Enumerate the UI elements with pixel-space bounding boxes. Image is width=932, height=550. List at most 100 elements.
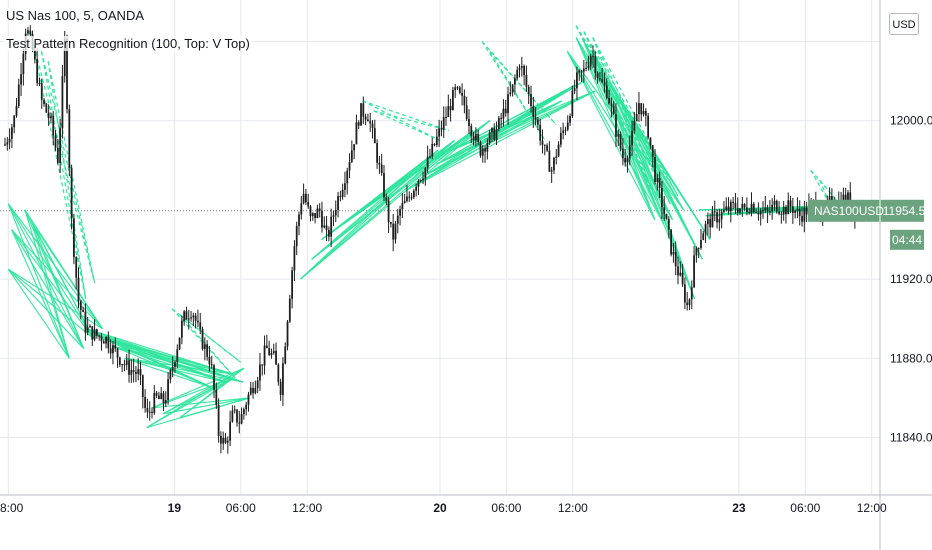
candle-body xyxy=(268,348,271,356)
candle-body xyxy=(663,207,666,215)
candle-body xyxy=(608,98,610,104)
candle-body xyxy=(406,196,408,202)
candle-body xyxy=(686,302,689,306)
candle-body xyxy=(534,116,537,120)
pattern-line xyxy=(436,100,563,165)
pattern-line xyxy=(32,223,103,329)
candle-body xyxy=(325,225,328,231)
candle-body xyxy=(357,122,360,126)
pattern-line-dashed xyxy=(362,100,450,132)
pattern-line xyxy=(592,51,656,220)
candle-body xyxy=(164,400,167,404)
candle-body xyxy=(463,95,466,106)
candle-body xyxy=(759,210,762,215)
pattern-line xyxy=(113,345,244,383)
candle-body xyxy=(73,218,75,258)
candle-body xyxy=(408,196,411,198)
candle-body xyxy=(270,352,273,356)
candle-body xyxy=(727,206,730,212)
candle-body xyxy=(256,380,259,388)
candle-body xyxy=(624,158,627,163)
candle-body xyxy=(341,189,344,197)
pattern-line xyxy=(7,268,70,359)
candle-body xyxy=(162,393,165,404)
candle-body xyxy=(167,379,169,401)
pattern-line-dashed xyxy=(481,41,546,141)
candle-body xyxy=(612,106,615,115)
candle-body xyxy=(594,56,597,74)
candle-body xyxy=(569,115,571,123)
candle-body xyxy=(157,395,160,399)
candle-body xyxy=(504,108,507,114)
candle-body xyxy=(137,369,140,374)
candle-body xyxy=(282,363,284,395)
candle-body xyxy=(844,194,847,201)
pattern-line xyxy=(8,268,103,330)
candle-body xyxy=(438,128,441,137)
candle-body xyxy=(15,106,18,116)
candle-body xyxy=(626,158,629,163)
candle-body xyxy=(576,72,578,89)
candle-body xyxy=(383,173,385,198)
pattern-line xyxy=(436,90,596,165)
candle-body xyxy=(371,123,374,129)
pattern-line-dashed xyxy=(810,169,837,201)
candle-body xyxy=(190,317,192,319)
candle-body xyxy=(773,200,776,205)
candle-body xyxy=(442,117,445,130)
pattern-line xyxy=(24,209,70,359)
candle-body xyxy=(206,344,209,357)
candle-body xyxy=(132,370,135,372)
candle-body xyxy=(757,212,760,215)
candle-body xyxy=(658,178,661,189)
candle-body xyxy=(564,129,567,131)
candle-body xyxy=(518,67,521,70)
candle-body xyxy=(798,208,801,217)
candle-body xyxy=(573,88,576,91)
pattern-line-dashed xyxy=(592,37,679,197)
pattern-line xyxy=(32,223,85,349)
pattern-line-dashed xyxy=(489,51,546,141)
candle-body xyxy=(112,345,114,354)
candle-body xyxy=(6,142,9,145)
candle-body xyxy=(286,321,289,347)
candle-body xyxy=(601,79,604,83)
candle-body xyxy=(192,315,195,318)
candle-body xyxy=(86,327,89,333)
candle-body xyxy=(764,207,767,211)
candle-body xyxy=(536,119,539,125)
candle-body xyxy=(105,337,107,344)
candle-body xyxy=(128,360,130,375)
candle-body xyxy=(433,144,436,146)
currency-button[interactable]: USD xyxy=(889,13,919,35)
pattern-line xyxy=(627,110,703,260)
candle-body xyxy=(318,208,321,212)
pattern-line-dashed xyxy=(179,314,242,363)
pattern-line xyxy=(124,357,214,389)
candle-body xyxy=(130,370,133,375)
candle-body xyxy=(151,411,153,413)
y-tick-label: 12000.0 xyxy=(890,114,932,128)
indicator-title: Test Pattern Recognition (100, Top: V To… xyxy=(4,36,252,51)
candle-body xyxy=(426,156,429,168)
candle-body xyxy=(617,134,620,137)
candle-body xyxy=(229,421,231,441)
candle-body xyxy=(801,216,803,222)
candle-body xyxy=(295,225,298,247)
candle-body xyxy=(762,210,764,212)
candle-body xyxy=(667,219,670,230)
candle-body xyxy=(805,207,808,215)
candle-body xyxy=(511,84,514,93)
candle-body xyxy=(488,132,491,144)
pattern-line xyxy=(152,397,250,409)
pattern-line-dashed xyxy=(29,31,96,284)
pattern-line-dashed xyxy=(575,25,657,201)
candle-body xyxy=(360,103,362,126)
candle-body xyxy=(54,135,57,148)
candle-body xyxy=(431,144,434,157)
candle-body xyxy=(95,329,98,336)
candle-body xyxy=(298,214,300,226)
candle-body xyxy=(220,435,222,444)
candle-body xyxy=(610,103,613,107)
